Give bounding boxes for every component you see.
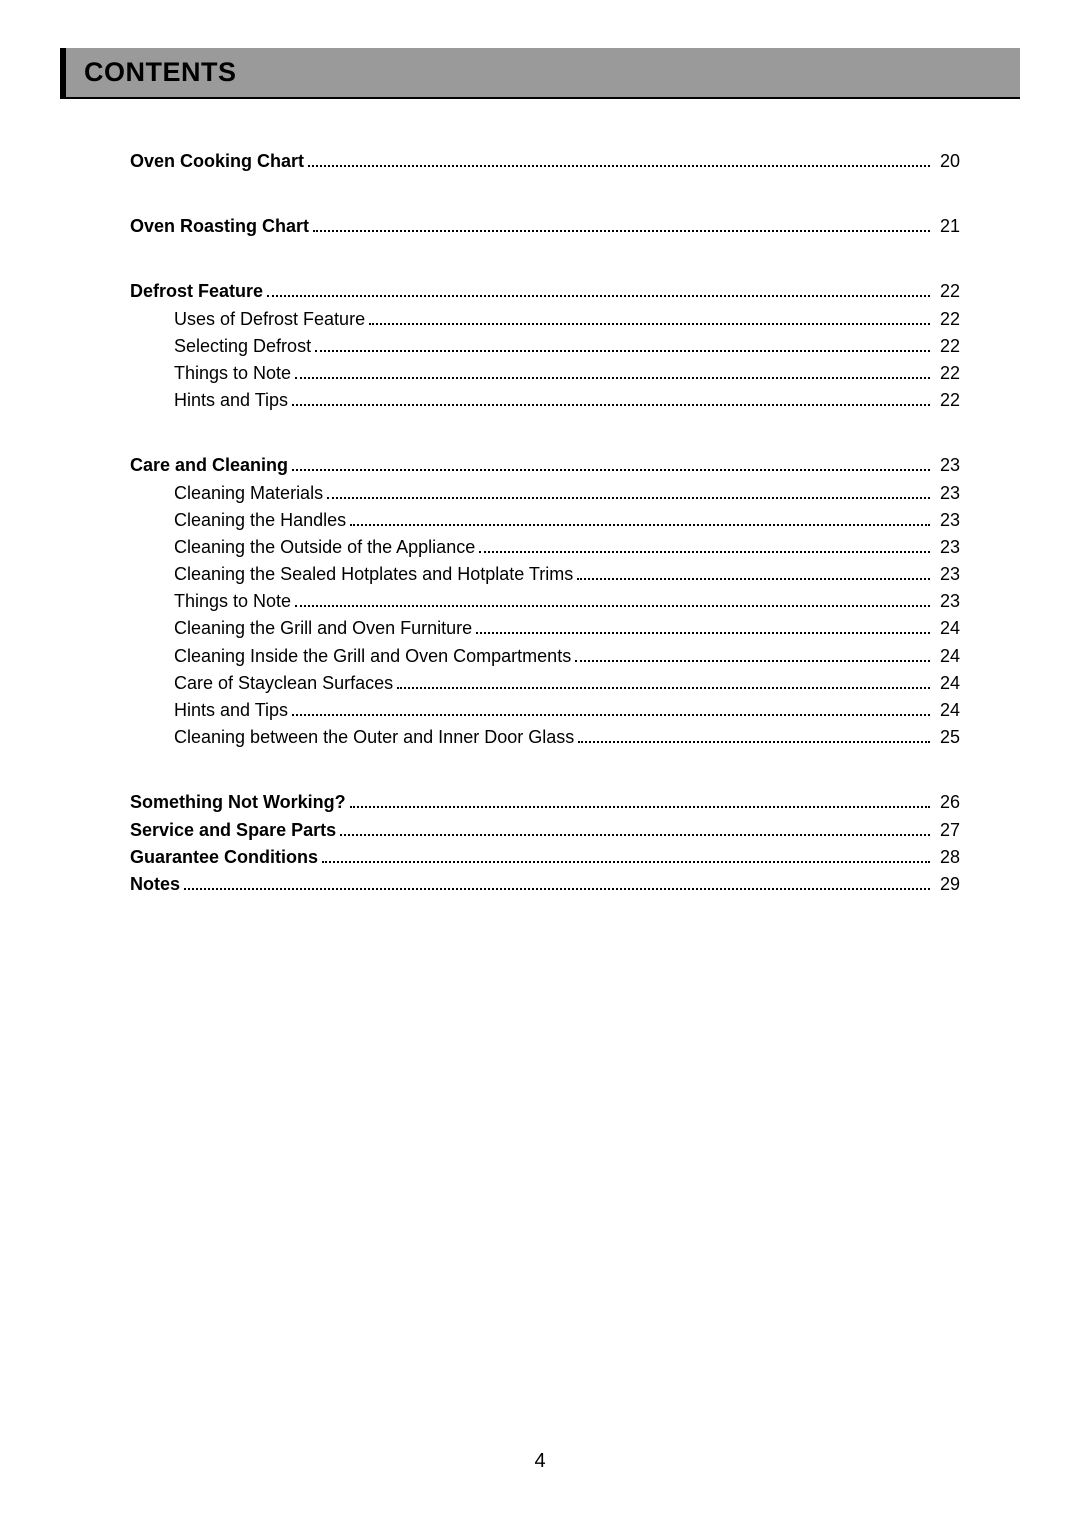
toc-row: Care of Stayclean Surfaces 24 [130,671,960,696]
toc-group: Defrost Feature22Uses of Defrost Feature… [130,279,960,413]
toc-label: Things to Note [174,361,291,386]
page-number: 4 [0,1450,1080,1473]
toc-label: Cleaning the Handles [174,508,346,533]
toc-row: Care and Cleaning 23 [130,453,960,478]
toc-label: Hints and Tips [174,388,288,413]
toc-leader [295,377,930,379]
toc-leader [350,524,930,526]
toc-leader [295,605,930,607]
toc-page-number: 23 [934,589,960,614]
toc-leader [369,323,930,325]
toc-page-number: 22 [934,334,960,359]
toc-label: Service and Spare Parts [130,818,336,843]
toc-leader [184,888,930,890]
toc-label: Care of Stayclean Surfaces [174,671,393,696]
toc-page-number: 24 [934,616,960,641]
toc-row: Selecting Defrost 22 [130,334,960,359]
toc-leader [350,806,930,808]
toc-label: Defrost Feature [130,279,263,304]
toc-leader [476,632,930,634]
toc-label: Cleaning Materials [174,481,323,506]
table-of-contents: Oven Cooking Chart 20 Oven Roasting Chart 2… [60,149,1020,897]
toc-leader [578,741,930,743]
toc-row: Service and Spare Parts 27 [130,818,960,843]
toc-page-number: 24 [934,698,960,723]
toc-row: Cleaning the Outside of the Appliance 23 [130,535,960,560]
toc-page-number: 23 [934,535,960,560]
toc-leader [575,660,930,662]
toc-row: Guarantee Conditions 28 [130,845,960,870]
toc-label: Things to Note [174,589,291,614]
toc-row: Oven Cooking Chart 20 [130,149,960,174]
toc-row: Oven Roasting Chart 21 [130,214,960,239]
contents-header-bar: CONTENTS [60,48,1020,99]
toc-row: Hints and Tips 22 [130,388,960,413]
toc-row: Uses of Defrost Feature 22 [130,307,960,332]
toc-label: Care and Cleaning [130,453,288,478]
toc-leader [327,497,930,499]
toc-label: Cleaning the Outside of the Appliance [174,535,475,560]
toc-page-number: 24 [934,644,960,669]
contents-header-title: CONTENTS [84,57,1002,88]
toc-label: Cleaning Inside the Grill and Oven Compa… [174,644,571,669]
toc-label: Oven Roasting Chart [130,214,309,239]
toc-leader [292,469,930,471]
toc-row: Cleaning the Grill and Oven Furniture 24 [130,616,960,641]
toc-row: Things to Note 22 [130,361,960,386]
toc-leader [322,861,930,863]
toc-leader [340,834,930,836]
toc-page-number: 23 [934,481,960,506]
toc-group: Oven Cooking Chart 20 [130,149,960,174]
toc-label: Cleaning the Grill and Oven Furniture [174,616,472,641]
toc-page-number: 21 [934,214,960,239]
toc-page-number: 22 [934,361,960,386]
toc-label: Oven Cooking Chart [130,149,304,174]
toc-page-number: 29 [934,872,960,897]
toc-page-number: 24 [934,671,960,696]
toc-leader [577,578,930,580]
toc-group: Oven Roasting Chart 21 [130,214,960,239]
toc-label: Selecting Defrost [174,334,311,359]
toc-leader [313,230,930,232]
toc-row: Hints and Tips 24 [130,698,960,723]
toc-page-number: 23 [934,562,960,587]
toc-page-number: 23 [934,453,960,478]
toc-group: Something Not Working? 26 Service and Spar… [130,790,960,897]
toc-page-number: 22 [934,279,960,304]
toc-row: Cleaning between the Outer and Inner Doo… [130,725,960,750]
toc-page-number: 27 [934,818,960,843]
toc-page-number: 26 [934,790,960,815]
toc-page-number: 28 [934,845,960,870]
toc-label: Cleaning between the Outer and Inner Doo… [174,725,574,750]
toc-page-number: 23 [934,508,960,533]
toc-group: Care and Cleaning23Cleaning Materials23C… [130,453,960,750]
toc-leader [308,165,930,167]
toc-leader [267,295,930,297]
page-container: CONTENTS Oven Cooking Chart 20 Oven Roasti… [0,0,1080,897]
toc-row: Something Not Working? 26 [130,790,960,815]
toc-row: Defrost Feature 22 [130,279,960,304]
toc-leader [315,350,930,352]
toc-row: Things to Note 23 [130,589,960,614]
toc-page-number: 25 [934,725,960,750]
toc-label: Uses of Defrost Feature [174,307,365,332]
toc-page-number: 22 [934,388,960,413]
toc-leader [479,551,930,553]
toc-row: Cleaning the Handles 23 [130,508,960,533]
toc-row: Notes 29 [130,872,960,897]
toc-row: Cleaning Materials 23 [130,481,960,506]
toc-label: Notes [130,872,180,897]
toc-row: Cleaning Inside the Grill and Oven Compa… [130,644,960,669]
toc-page-number: 20 [934,149,960,174]
toc-label: Something Not Working? [130,790,346,815]
toc-leader [397,687,930,689]
toc-row: Cleaning the Sealed Hotplates and Hotpla… [130,562,960,587]
toc-label: Hints and Tips [174,698,288,723]
toc-leader [292,714,930,716]
toc-label: Cleaning the Sealed Hotplates and Hotpla… [174,562,573,587]
toc-label: Guarantee Conditions [130,845,318,870]
toc-leader [292,404,930,406]
toc-page-number: 22 [934,307,960,332]
